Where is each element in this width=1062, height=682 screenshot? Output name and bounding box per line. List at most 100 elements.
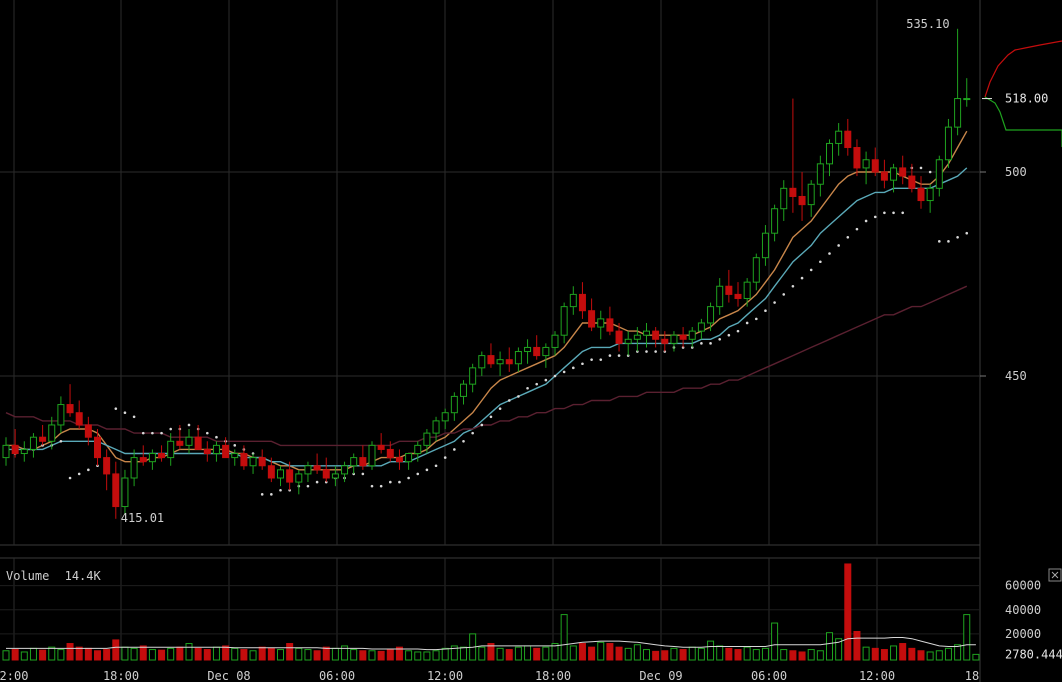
candle-body[interactable] xyxy=(551,334,559,348)
volume-bar[interactable] xyxy=(414,651,422,661)
candle-body[interactable] xyxy=(130,457,138,479)
volume-bar[interactable] xyxy=(121,646,129,661)
candle-body[interactable] xyxy=(240,453,248,467)
candle-body[interactable] xyxy=(761,232,769,259)
volume-bar[interactable] xyxy=(331,647,339,661)
volume-bar[interactable] xyxy=(807,649,815,661)
candle-body[interactable] xyxy=(460,383,467,397)
volume-bar[interactable] xyxy=(341,645,349,661)
volume-bar[interactable] xyxy=(304,649,312,661)
volume-bar[interactable] xyxy=(835,638,843,661)
volume-bar[interactable] xyxy=(103,649,111,661)
volume-bar[interactable] xyxy=(871,647,879,661)
candle-body[interactable] xyxy=(688,330,696,340)
candle-body[interactable] xyxy=(450,395,458,414)
volume-bar[interactable] xyxy=(560,614,568,661)
volume-bar[interactable] xyxy=(551,643,559,661)
volume-bar[interactable] xyxy=(212,646,220,661)
volume-bar[interactable] xyxy=(487,643,495,661)
volume-bar[interactable] xyxy=(167,647,175,661)
candle-body[interactable] xyxy=(423,432,431,446)
volume-bar[interactable] xyxy=(542,646,550,661)
volume-bar[interactable] xyxy=(853,630,861,661)
volume-bar[interactable] xyxy=(816,650,824,661)
candle-body[interactable] xyxy=(560,306,568,336)
volume-bar[interactable] xyxy=(679,649,687,661)
volume-bar[interactable] xyxy=(533,647,541,661)
volume-bar[interactable] xyxy=(185,643,193,661)
volume-bar[interactable] xyxy=(899,643,907,661)
candle-body[interactable] xyxy=(441,412,449,422)
candle-body[interactable] xyxy=(377,444,385,450)
volume-bar[interactable] xyxy=(478,646,486,661)
volume-bar[interactable] xyxy=(277,649,284,661)
candle-body[interactable] xyxy=(771,208,779,234)
volume-bar[interactable] xyxy=(84,647,92,661)
candle-body[interactable] xyxy=(597,318,605,328)
volume-bar[interactable] xyxy=(615,646,623,661)
volume-bar[interactable] xyxy=(432,650,440,661)
candle-body[interactable] xyxy=(395,457,403,463)
volume-bar[interactable] xyxy=(2,650,10,661)
candle-body[interactable] xyxy=(798,195,806,206)
candle-body[interactable] xyxy=(350,457,358,467)
volume-bar[interactable] xyxy=(222,645,230,661)
candle-body[interactable] xyxy=(469,367,477,385)
candle-body[interactable] xyxy=(615,330,623,344)
volume-bar[interactable] xyxy=(441,647,449,661)
candle-body[interactable] xyxy=(862,159,870,169)
candle-body[interactable] xyxy=(606,318,614,332)
candle-body[interactable] xyxy=(816,163,824,185)
volume-bar[interactable] xyxy=(450,645,458,661)
candle-body[interactable] xyxy=(20,448,28,455)
volume-bar[interactable] xyxy=(386,649,394,661)
volume-bar[interactable] xyxy=(743,646,751,661)
candle-body[interactable] xyxy=(222,444,230,459)
volume-bar[interactable] xyxy=(203,649,211,661)
candle-body[interactable] xyxy=(304,465,312,475)
candle-body[interactable] xyxy=(194,436,202,450)
volume-bar[interactable] xyxy=(322,646,330,661)
volume-bar[interactable] xyxy=(313,650,321,661)
candle-body[interactable] xyxy=(716,285,724,308)
candle-body[interactable] xyxy=(734,293,742,299)
candle-body[interactable] xyxy=(908,175,916,189)
candle-body[interactable] xyxy=(176,440,184,446)
close-icon[interactable] xyxy=(1048,568,1062,582)
candle-body[interactable] xyxy=(286,469,294,483)
volume-bar[interactable] xyxy=(368,650,376,661)
candle-body[interactable] xyxy=(203,448,211,455)
candle-body[interactable] xyxy=(258,457,266,467)
candle-body[interactable] xyxy=(48,424,56,442)
volume-bar[interactable] xyxy=(29,647,37,661)
candle-body[interactable] xyxy=(322,469,330,479)
candle-body[interactable] xyxy=(954,98,962,128)
volume-bar[interactable] xyxy=(139,645,147,661)
candle-body[interactable] xyxy=(75,412,83,426)
volume-bar[interactable] xyxy=(707,640,715,661)
volume-bar[interactable] xyxy=(231,647,239,661)
candle-body[interactable] xyxy=(331,473,339,479)
candle-body[interactable] xyxy=(670,334,678,344)
candle-body[interactable] xyxy=(963,98,971,101)
volume-bar[interactable] xyxy=(11,649,19,661)
candle-body[interactable] xyxy=(899,167,907,177)
volume-bar[interactable] xyxy=(112,639,120,661)
candle-body[interactable] xyxy=(84,424,92,438)
candle-body[interactable] xyxy=(341,465,349,475)
candle-body[interactable] xyxy=(780,187,788,210)
volume-bar[interactable] xyxy=(780,649,788,661)
candle-body[interactable] xyxy=(414,444,422,455)
volume-bar[interactable] xyxy=(130,647,138,661)
candle-body[interactable] xyxy=(158,453,166,459)
volume-bar[interactable] xyxy=(606,643,614,661)
candle-body[interactable] xyxy=(752,257,760,283)
candle-body[interactable] xyxy=(359,457,367,467)
candle-body[interactable] xyxy=(890,167,898,181)
candle-body[interactable] xyxy=(112,473,120,508)
volume-bar[interactable] xyxy=(423,651,431,661)
volume-bar[interactable] xyxy=(48,646,56,661)
volume-bar[interactable] xyxy=(359,650,367,661)
candle-body[interactable] xyxy=(880,171,888,181)
candle-body[interactable] xyxy=(578,293,586,312)
